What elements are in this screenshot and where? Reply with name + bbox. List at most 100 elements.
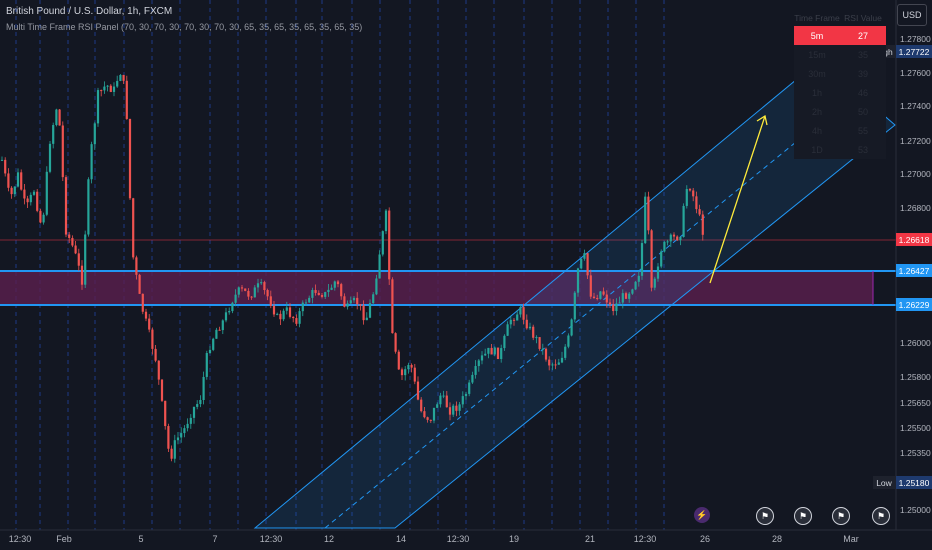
candle-body	[26, 198, 29, 203]
candle-body	[228, 311, 231, 313]
candle-body	[500, 348, 503, 359]
candle-body	[669, 234, 672, 242]
candle-body	[144, 311, 148, 319]
candle-body	[618, 302, 621, 304]
rsi-value: 27	[857, 30, 868, 41]
candle-body	[452, 405, 455, 415]
rsi-value: 53	[857, 144, 868, 155]
candle-body	[292, 316, 295, 319]
candle-body	[400, 369, 404, 376]
candle-body	[125, 80, 128, 119]
candle-body	[384, 210, 388, 232]
candle-body	[32, 191, 36, 195]
candle-body	[272, 305, 276, 315]
candle-body	[196, 404, 199, 407]
candle-body	[548, 359, 551, 366]
candle-body	[624, 293, 628, 299]
candle-body	[698, 209, 701, 215]
candle-body	[55, 109, 58, 126]
candle-body	[285, 307, 288, 311]
rsi-panel-header: Time Frame RSI Value	[794, 10, 886, 26]
candle-body	[554, 364, 557, 366]
us-flag-icon[interactable]: ⚑	[756, 507, 774, 525]
candle-body	[634, 281, 637, 290]
candle-body	[695, 196, 698, 210]
rsi-row: 1D 53	[794, 140, 886, 159]
candle-body	[13, 186, 16, 195]
candle-body	[544, 348, 548, 360]
high-price-tag: 1.27722	[896, 45, 932, 58]
us-flag-icon[interactable]: ⚑	[872, 507, 890, 525]
candle-body	[628, 293, 631, 299]
time-tick: 7	[212, 534, 218, 544]
candle-body	[183, 428, 186, 434]
candle-body	[352, 297, 356, 301]
rsi-value: 46	[857, 87, 868, 98]
candle-body	[135, 257, 138, 275]
candle-body	[660, 251, 663, 267]
candle-body	[564, 346, 567, 358]
candle-body	[7, 173, 10, 188]
candle-body	[154, 348, 157, 361]
candle-body	[349, 300, 352, 304]
candle-body	[416, 381, 420, 400]
candle-body	[653, 278, 656, 288]
candle-body	[362, 305, 365, 321]
candle-body	[10, 187, 13, 195]
lightning-icon[interactable]: ⚡	[694, 507, 710, 523]
us-flag-icon[interactable]: ⚑	[832, 507, 850, 525]
rsi-row: 5m 27	[794, 26, 886, 45]
candle-body	[397, 351, 400, 370]
candle-body	[506, 324, 509, 336]
candle-body	[528, 326, 532, 329]
rsi-timeframe: 30m	[808, 68, 826, 79]
candle-body	[253, 287, 256, 298]
candle-body	[279, 313, 282, 320]
candle-body	[420, 399, 423, 412]
candle-body	[301, 302, 304, 312]
candle-body	[644, 196, 647, 244]
candle-body	[192, 406, 196, 418]
candle-body	[663, 241, 666, 252]
candle-body	[532, 326, 535, 338]
candle-body	[20, 172, 23, 190]
candle-body	[311, 290, 314, 298]
candle-body	[320, 295, 324, 297]
candle-body	[656, 266, 660, 279]
us-flag-icon[interactable]: ⚑	[794, 507, 812, 525]
candle-body	[605, 294, 608, 303]
candle-body	[215, 329, 218, 339]
indicator-label[interactable]: Multi Time Frame RSI Panel (70, 30, 70, …	[6, 22, 363, 32]
candle-body	[407, 364, 410, 370]
candle-body	[468, 382, 471, 394]
candle-body	[29, 194, 32, 203]
candle-body	[157, 360, 160, 380]
candle-body	[612, 304, 615, 312]
zone-top-price-tag: 1.26427	[896, 264, 932, 277]
candle-body	[250, 296, 253, 298]
price-tick: 1.25650	[900, 398, 931, 408]
candle-body	[0, 159, 4, 161]
projection-arrow[interactable]	[709, 114, 768, 284]
candle-body	[599, 291, 602, 299]
price-tick: 1.25350	[900, 448, 931, 458]
candle-body	[573, 292, 576, 320]
time-tick: Mar	[843, 534, 859, 544]
candle-body	[74, 245, 77, 254]
currency-button[interactable]: USD	[897, 4, 927, 26]
candle-body	[90, 144, 93, 180]
candle-body	[324, 292, 327, 297]
time-tick: 5	[138, 534, 144, 544]
candle-body	[176, 437, 180, 441]
candle-body	[685, 189, 688, 206]
supply-demand-zone[interactable]	[0, 271, 873, 305]
rsi-row: 15m 35	[794, 45, 886, 64]
candle-body	[596, 298, 599, 300]
candle-body	[138, 274, 141, 294]
candle-body	[356, 297, 359, 305]
candle-body	[276, 313, 279, 315]
candle-body	[148, 318, 151, 330]
candle-body	[455, 405, 458, 411]
candle-body	[522, 307, 525, 320]
